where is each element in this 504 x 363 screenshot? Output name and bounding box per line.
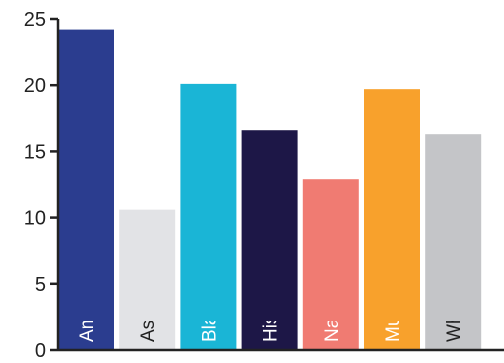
bar (364, 89, 420, 350)
bar (241, 130, 298, 350)
bar (58, 29, 114, 350)
bar (302, 179, 359, 350)
y-tick-label: 15 (24, 141, 46, 163)
bar-category-label: Asian (138, 294, 159, 342)
bar-category-label: Multi-racial (383, 250, 404, 342)
bar (180, 83, 237, 350)
bar-category-label: Hispanic (261, 269, 282, 342)
y-tick-label: 20 (24, 75, 46, 97)
bar-category-label: Black/African American (199, 147, 220, 342)
bar-category-label: American Indian (77, 205, 98, 342)
bar (425, 134, 482, 350)
y-tick-label: 0 (35, 340, 46, 362)
bar (119, 209, 176, 350)
y-tick-label: 5 (35, 274, 46, 296)
bar-category-label: White (444, 293, 465, 342)
bar-category-label: Native Hawaiia (322, 215, 343, 342)
bars: American Indian Asian Black/African Americ… (58, 29, 482, 350)
y-tick-label: 25 (24, 9, 46, 31)
y-tick-label: 10 (24, 208, 46, 230)
y-axis-ticks: 0 5 10 15 20 25 (24, 9, 58, 362)
